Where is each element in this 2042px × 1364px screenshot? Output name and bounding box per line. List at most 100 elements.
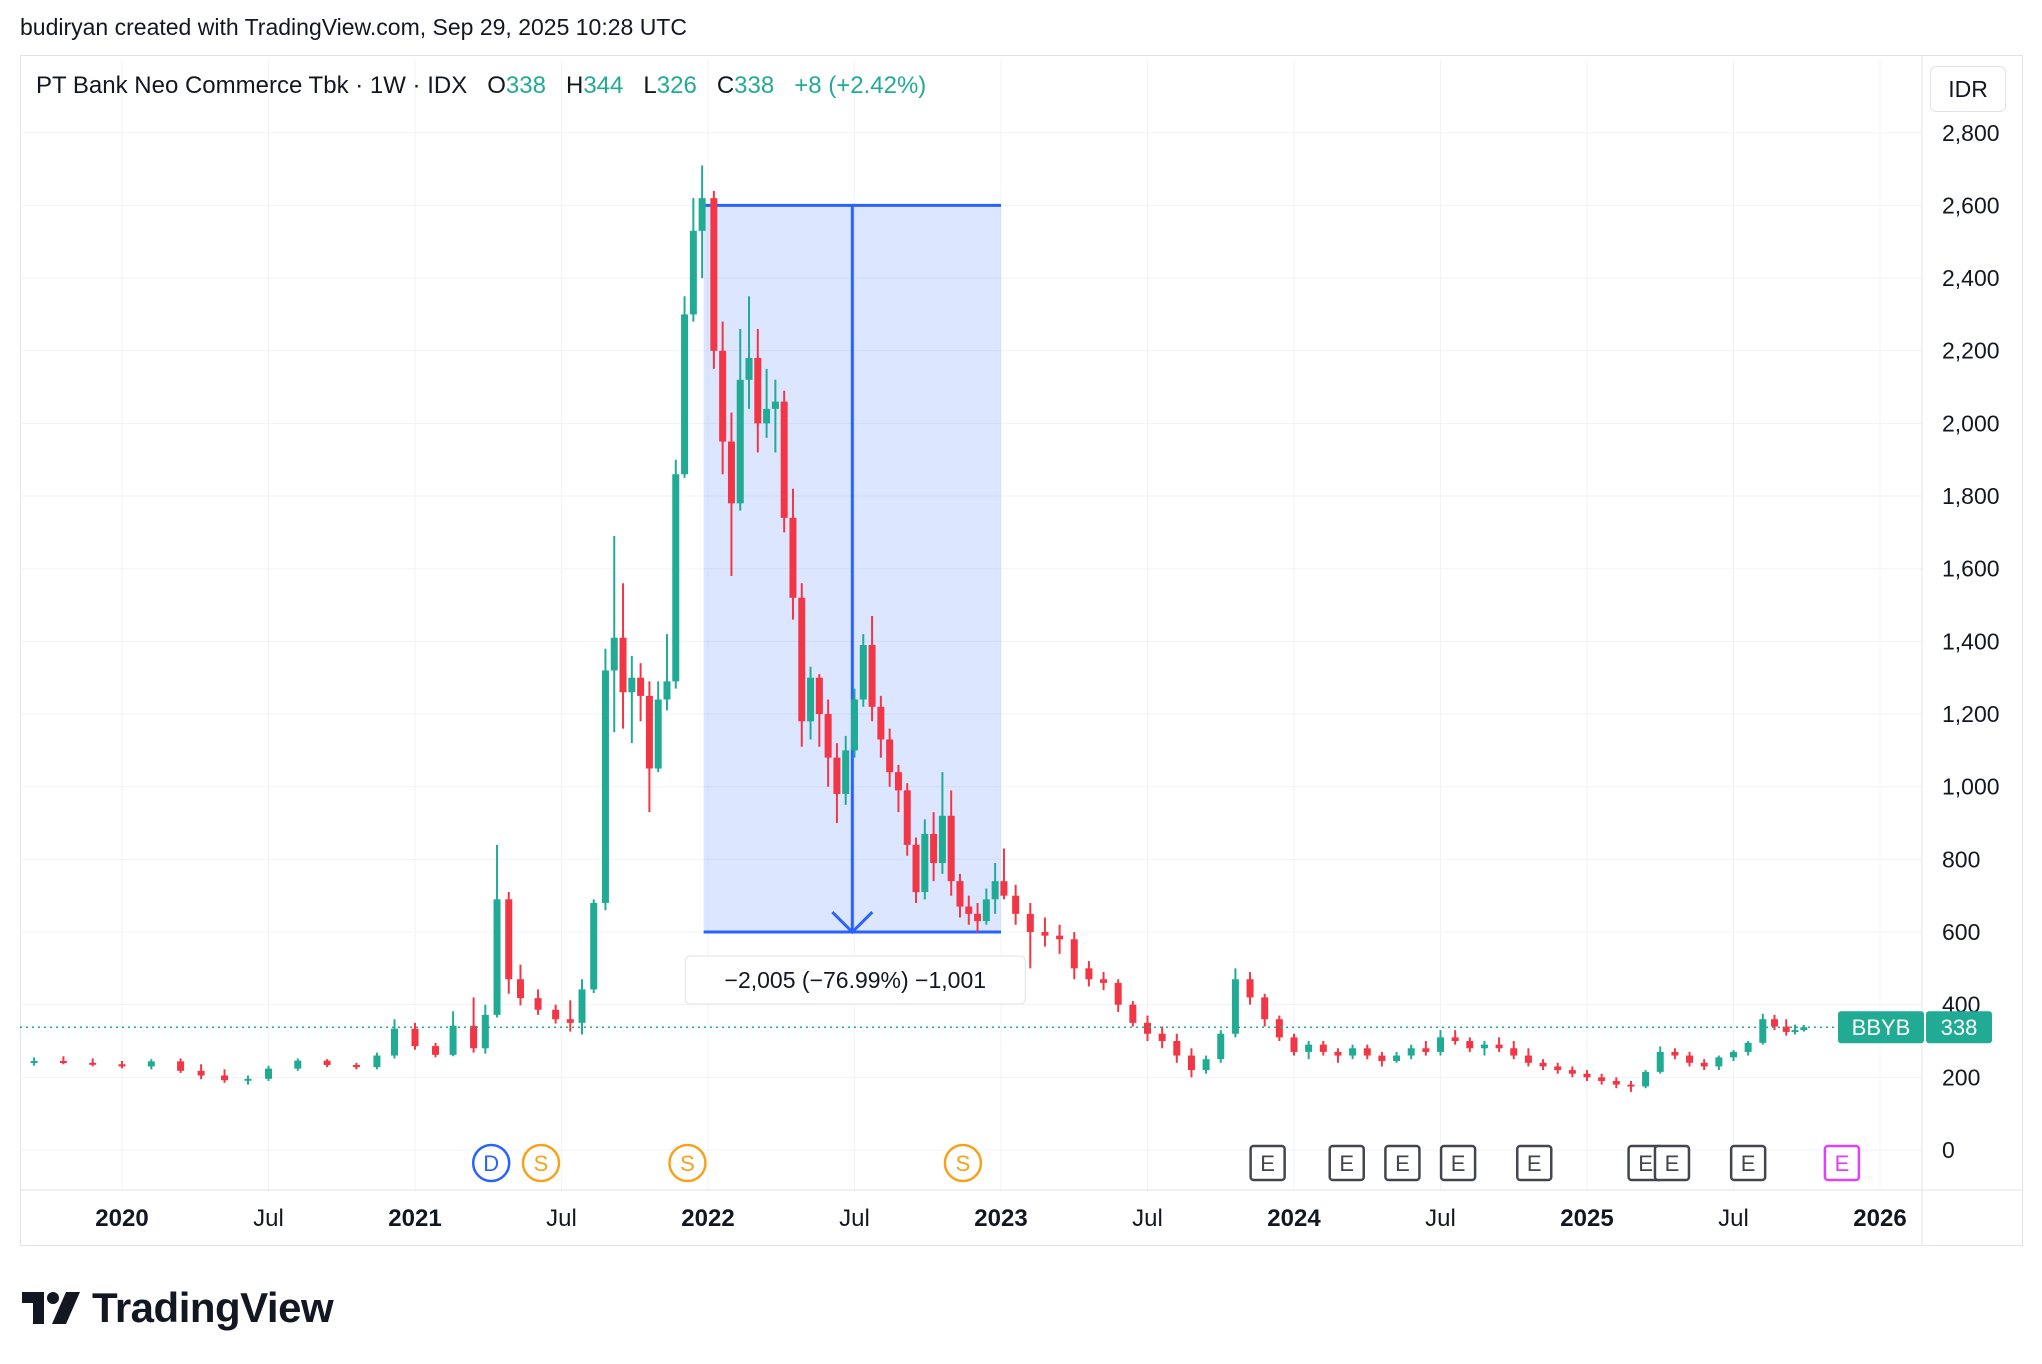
candle-body	[654, 699, 662, 769]
candle-body	[930, 833, 938, 863]
chart-frame[interactable]	[20, 55, 2023, 1246]
time-tick-label: Jul	[1718, 1205, 1749, 1232]
candle-body	[1627, 1084, 1635, 1087]
candle	[1261, 993, 1269, 1027]
candle	[1202, 1055, 1210, 1074]
event-marker-s[interactable]: S	[521, 1143, 561, 1183]
price-tag-bg	[1926, 1011, 1992, 1044]
candle	[1187, 1048, 1195, 1078]
symbol-legend[interactable]: PT Bank Neo Commerce Tbk · 1W · IDX O338…	[36, 72, 926, 100]
candle	[1791, 1024, 1799, 1035]
event-marker-e[interactable]: E	[1249, 1144, 1286, 1182]
candle-body	[1524, 1055, 1532, 1063]
candle	[1437, 1030, 1444, 1056]
candle-body	[645, 695, 653, 769]
price-tick-label: 2,600	[1942, 192, 2000, 218]
candles	[30, 165, 1808, 1092]
candle	[789, 488, 797, 620]
candle	[1422, 1041, 1430, 1056]
event-marker-letter: E	[1741, 1151, 1756, 1176]
event-marker-e[interactable]: E	[1328, 1144, 1365, 1182]
candle-body	[1114, 982, 1122, 1005]
legend-close-value: 338	[734, 72, 775, 99]
candle-body	[689, 230, 697, 315]
candle	[912, 837, 920, 903]
time-tick-label: 2024	[1267, 1205, 1321, 1232]
candle-body	[1085, 968, 1093, 980]
candle	[956, 873, 964, 918]
candle-body	[1173, 1041, 1181, 1056]
candle-body	[1290, 1037, 1298, 1052]
candle	[1800, 1025, 1808, 1032]
candle-body	[833, 757, 841, 794]
candle-body	[991, 881, 999, 900]
candle	[930, 812, 938, 882]
price-tick-label: 600	[1942, 919, 1980, 945]
candle	[1759, 1013, 1767, 1045]
earnings-icon	[1823, 1144, 1861, 1182]
candle-body	[877, 706, 885, 740]
candle-body	[1782, 1026, 1790, 1032]
event-marker-letter: E	[1395, 1151, 1410, 1176]
price-tick-label: 1,200	[1942, 701, 2000, 727]
event-marker-s[interactable]: S	[668, 1143, 707, 1183]
dividend-icon	[471, 1143, 511, 1183]
legend-high-key: H	[565, 72, 584, 99]
candle-body	[1349, 1048, 1357, 1056]
candle-body	[30, 1060, 38, 1063]
candle-body	[221, 1075, 229, 1081]
candle	[991, 862, 999, 914]
candle-body	[886, 739, 894, 773]
candle-body	[780, 401, 788, 518]
event-marker-d[interactable]: D	[471, 1143, 511, 1183]
candle	[1393, 1051, 1401, 1063]
legend-change: +8 (+2.42%)	[794, 72, 927, 99]
candle	[470, 997, 478, 1053]
event-marker-e[interactable]: E	[1439, 1144, 1477, 1182]
event-marker-e[interactable]: E	[1653, 1144, 1691, 1182]
candle	[1026, 902, 1034, 969]
candle	[1495, 1037, 1503, 1052]
event-marker-s[interactable]: S	[943, 1143, 983, 1183]
candle	[1000, 848, 1008, 900]
candle-body	[1100, 979, 1108, 983]
candle-body	[1800, 1027, 1808, 1031]
candle	[1378, 1051, 1386, 1067]
candle-body	[1422, 1048, 1430, 1052]
candle	[947, 790, 955, 896]
tradingview-logo[interactable]: TradingView	[22, 1284, 334, 1332]
currency-button[interactable]: IDR	[1930, 66, 2006, 112]
earnings-icon	[1729, 1144, 1767, 1182]
candle-body	[1129, 1004, 1137, 1023]
legend-close-key: C	[716, 72, 735, 99]
candle	[1319, 1041, 1327, 1056]
legend-low-value: 326	[656, 72, 697, 99]
candle-body	[1261, 997, 1269, 1020]
candle	[505, 892, 513, 994]
price-axis: 02004006008001,0001,2001,4001,6001,8002,…	[1942, 120, 2000, 1163]
candle-body	[1466, 1041, 1474, 1049]
candle-body	[578, 989, 586, 1023]
candle-body	[1437, 1037, 1444, 1052]
symbol-tag-label: BBYB	[1852, 1015, 1911, 1040]
candle-body	[1612, 1080, 1620, 1085]
candle	[1451, 1030, 1459, 1045]
tradingview-logo-icon	[22, 1292, 80, 1324]
legend-open-value: 338	[505, 72, 546, 99]
candle-body	[798, 597, 806, 722]
candle-body	[1217, 1033, 1225, 1060]
event-marker-e[interactable]: E	[1384, 1144, 1421, 1182]
candle-body	[1510, 1048, 1518, 1056]
event-marker-e[interactable]: E	[1516, 1144, 1553, 1182]
candle	[710, 190, 718, 369]
candle-body	[470, 1025, 478, 1049]
measure-label-box	[684, 955, 1026, 1005]
event-marker-e[interactable]: E	[1729, 1144, 1767, 1182]
event-marker-e[interactable]: E	[1823, 1144, 1861, 1182]
candle-body	[390, 1028, 398, 1056]
candle	[771, 379, 779, 453]
event-marker-letter: E	[1260, 1151, 1275, 1176]
candle	[815, 674, 823, 747]
candle	[1554, 1062, 1562, 1074]
